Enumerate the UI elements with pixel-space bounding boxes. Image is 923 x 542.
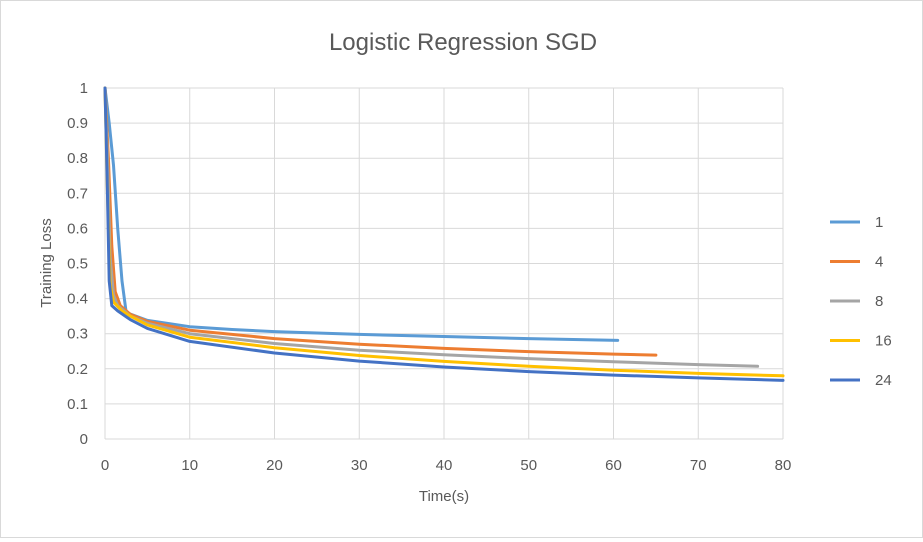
series-lines [103, 86, 785, 382]
series-line-1 [103, 86, 620, 342]
y-tick-label: 0.4 [67, 291, 88, 308]
y-tick-label: 0.7 [67, 185, 88, 202]
y-axis-title: Training Loss [38, 218, 55, 308]
y-tick-label: 0 [80, 431, 88, 448]
x-tick-label: 80 [775, 457, 792, 474]
x-tick-label: 20 [266, 457, 283, 474]
y-tick-label: 1 [80, 80, 88, 97]
series-line-4 [103, 86, 658, 357]
legend-label-8: 8 [875, 293, 883, 310]
x-tick-label: 50 [520, 457, 537, 474]
y-tick-label: 0.6 [67, 220, 88, 237]
legend-label-24: 24 [875, 372, 892, 389]
x-tick-label: 30 [351, 457, 368, 474]
y-tick-label: 0.2 [67, 361, 88, 378]
legend-label-16: 16 [875, 333, 892, 350]
series-line-8 [103, 86, 760, 368]
legend: 1 4 8 16 24 [830, 214, 892, 389]
x-tick-label: 0 [101, 457, 109, 474]
y-axis-ticks: 0 0.1 0.2 0.3 0.4 0.5 0.6 0.7 0.8 0.9 1 [67, 80, 88, 448]
x-tick-label: 10 [181, 457, 198, 474]
y-tick-label: 0.9 [67, 115, 88, 132]
x-axis-title: Time(s) [419, 488, 469, 505]
x-tick-label: 70 [690, 457, 707, 474]
legend-label-4: 4 [875, 254, 883, 271]
x-axis-ticks: 0 10 20 30 40 50 60 70 80 [101, 457, 792, 474]
legend-label-1: 1 [875, 214, 883, 231]
y-tick-label: 0.8 [67, 150, 88, 167]
y-tick-label: 0.3 [67, 326, 88, 343]
x-tick-label: 60 [605, 457, 622, 474]
gridlines [104, 87, 784, 440]
y-tick-label: 0.1 [67, 396, 88, 413]
series-line-24 [103, 86, 785, 382]
chart-title: Logistic Regression SGD [329, 29, 597, 56]
x-tick-label: 40 [436, 457, 453, 474]
y-tick-label: 0.5 [67, 256, 88, 273]
